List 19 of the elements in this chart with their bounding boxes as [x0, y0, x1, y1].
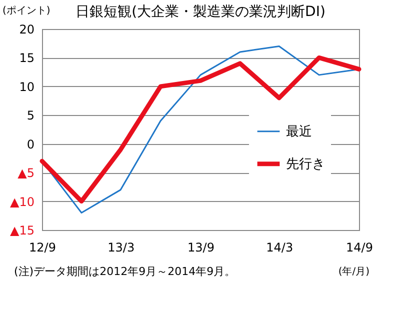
chart-title: 日銀短観(大企業・製造業の業況判断DI)	[76, 4, 326, 20]
x-tick-label: 14/9	[346, 240, 373, 254]
x-axis-title: (年/月)	[338, 266, 370, 278]
y-tick-label: ▲15	[10, 224, 34, 238]
text: (注)データ期間は2012年9月～2014年9月。	[14, 264, 236, 280]
x-tick-label: 13/3	[108, 240, 135, 254]
y-tick-label: 0	[26, 137, 34, 152]
y-tick-label: 5	[26, 108, 34, 123]
y-tick-label: ▲10	[10, 194, 34, 209]
y-tick-label: 10	[19, 80, 34, 94]
y-axis-title: (ポイント)	[2, 6, 50, 16]
x-tick-label: 13/9	[188, 240, 214, 254]
x-tick-label: 12/9	[29, 240, 56, 254]
y-tick-label: 20	[19, 22, 34, 36]
y-tick-label: ▲5	[18, 166, 34, 180]
legend-label: 先行き	[286, 156, 325, 172]
x-tick-label: 14/3	[266, 240, 294, 254]
legend-label: 最近	[286, 124, 312, 140]
y-tick-label: 15	[19, 51, 34, 66]
